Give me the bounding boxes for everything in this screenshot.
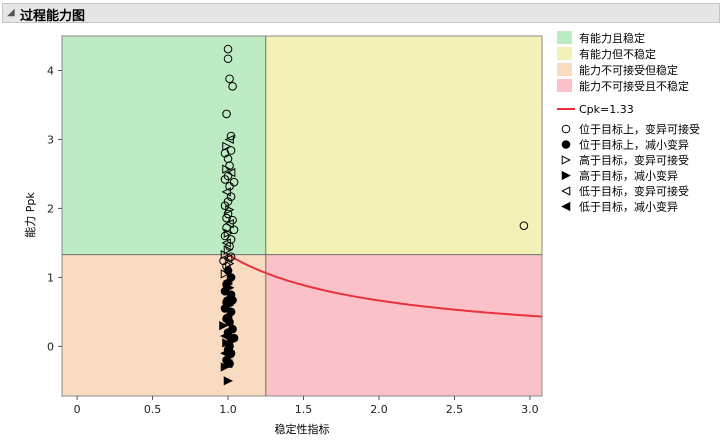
data-point <box>220 362 230 372</box>
y-tick-label: 4 <box>47 64 54 77</box>
cpk-curve <box>227 253 543 318</box>
legend-marker-icon <box>561 201 571 212</box>
y-axis-ticks: 0 1 2 3 4 <box>47 64 62 353</box>
y-axis-label: 能力 Ppk <box>23 192 37 238</box>
x-tick-label: 1.5 <box>295 403 313 416</box>
legend-swatch <box>557 31 572 44</box>
x-axis-label: 稳定性指标 <box>275 422 330 436</box>
legend-marker-icon <box>561 124 571 134</box>
data-point <box>222 213 231 223</box>
data-point <box>219 321 229 331</box>
legend-marker-label: 低于目标，变异可接受 <box>579 184 689 198</box>
x-tick-label: 1.0 <box>219 403 237 416</box>
chart-frame <box>61 35 543 397</box>
legend-cpk-label: Cpk=1.33 <box>579 103 634 116</box>
data-point <box>225 258 235 269</box>
legend-marker-label: 位于目标上，减小变异 <box>579 138 689 152</box>
y-tick-label: 0 <box>47 340 54 353</box>
data-point <box>225 359 234 368</box>
legend-marker-label: 位于目标上，变异可接受 <box>579 122 700 136</box>
data-point <box>222 141 232 151</box>
disclosure-triangle-icon[interactable]: ◢ <box>7 7 15 18</box>
x-tick-label: 3.0 <box>521 403 539 416</box>
data-point <box>225 74 234 84</box>
data-point <box>229 225 239 235</box>
data-point <box>222 164 232 174</box>
data-point <box>519 221 529 230</box>
chart-regions <box>62 36 542 396</box>
legend-region-label: 能力不可接受且不稳定 <box>579 79 689 93</box>
legend-marker-label: 低于目标，减小变异 <box>579 200 678 214</box>
data-point <box>223 228 233 238</box>
legend-marker-label: 高于目标，变异可接受 <box>579 153 689 167</box>
data-point <box>228 82 237 91</box>
data-point <box>223 376 233 386</box>
x-tick-label: 0 <box>74 403 81 416</box>
data-point <box>225 182 234 191</box>
plot-frame <box>61 35 543 397</box>
data-point <box>220 175 230 184</box>
legend-marker-icon <box>561 170 571 181</box>
region-incapable-stable <box>62 254 266 396</box>
legend-marker-icon <box>561 186 571 196</box>
data-point <box>225 205 235 215</box>
data-point <box>226 192 236 201</box>
legend-region-label: 有能力且稳定 <box>579 31 645 45</box>
legend-marker-icon <box>561 155 571 165</box>
x-tick-label: 2.0 <box>370 403 388 416</box>
data-point <box>223 209 233 219</box>
data-points <box>219 44 529 386</box>
data-point <box>223 245 233 255</box>
legend-swatch <box>557 79 572 92</box>
cpk-curve-group <box>227 253 543 318</box>
data-point <box>220 269 230 279</box>
y-tick-label: 1 <box>47 271 54 284</box>
y-tick-label: 2 <box>47 202 54 215</box>
data-point <box>223 54 233 64</box>
legend-marker-icon <box>561 140 571 149</box>
data-point <box>229 333 239 343</box>
data-point <box>220 201 230 210</box>
x-tick-label: 2.5 <box>446 403 464 416</box>
region-capable-stable <box>62 36 266 255</box>
data-point <box>224 134 234 145</box>
data-point <box>225 317 234 327</box>
data-point <box>222 109 231 119</box>
data-point <box>226 131 236 141</box>
x-axis-ticks: 0 0.5 1.0 1.5 2.0 2.5 3.0 <box>74 396 539 416</box>
data-point <box>221 187 231 197</box>
data-point <box>226 167 236 178</box>
legend-region-label: 有能力但不稳定 <box>579 47 656 61</box>
legend-swatch <box>557 47 572 60</box>
data-point <box>228 215 237 225</box>
y-tick-label: 3 <box>47 133 54 146</box>
legend-region-label: 能力不可接受但稳定 <box>579 63 678 77</box>
data-point <box>226 252 236 261</box>
region-capable-unstable <box>265 36 542 255</box>
legend-marker-label: 高于目标，减小变异 <box>579 169 678 183</box>
data-point <box>220 250 230 260</box>
report-title: 过程能力图 <box>20 9 86 24</box>
x-tick-label: 0.5 <box>144 403 162 416</box>
data-point <box>223 44 233 54</box>
region-incapable-unstable <box>265 254 542 396</box>
report-outline-header[interactable]: ◢ 过程能力图 <box>2 3 720 24</box>
legend-swatch <box>557 63 572 76</box>
